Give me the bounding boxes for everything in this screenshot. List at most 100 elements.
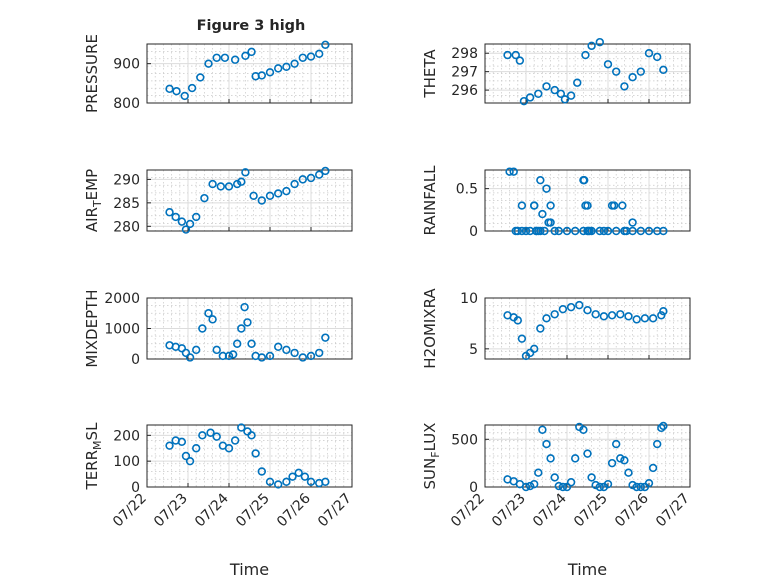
data-point (240, 302, 249, 312)
data-point (315, 49, 324, 59)
data-point (652, 52, 662, 62)
axes-box (146, 297, 353, 360)
data-point (554, 226, 563, 236)
data-point (517, 201, 527, 210)
data-point (529, 479, 539, 489)
y-axis-label: PRESSURE (83, 34, 101, 113)
y-tick-label: 297 (451, 65, 478, 81)
axes-box (146, 424, 353, 488)
data-point (628, 480, 637, 490)
data-point (185, 219, 195, 229)
data-point (558, 304, 568, 314)
data-point (587, 473, 596, 482)
x-tick-label: 07/27 (653, 491, 693, 531)
data-point (644, 478, 654, 488)
data-point (237, 423, 246, 432)
x-tick-label: 07/22 (448, 491, 488, 531)
data-point (165, 441, 174, 450)
data-point (306, 477, 316, 487)
x-tick-label: 07/23 (489, 491, 529, 531)
data-point (315, 170, 324, 179)
x-tick-label: 07/25 (233, 491, 273, 531)
data-point (595, 482, 604, 492)
data-point (644, 226, 654, 236)
data-point (212, 345, 221, 355)
data-point (321, 333, 330, 342)
data-point (257, 467, 266, 476)
y-tick-label: 900 (113, 57, 140, 73)
data-point (180, 91, 189, 101)
data-point (274, 64, 283, 73)
axes-box (146, 43, 353, 104)
data-point (515, 56, 525, 65)
data-point (562, 226, 572, 236)
data-point (265, 68, 275, 77)
data-point (550, 226, 559, 236)
data-point (257, 71, 266, 80)
data-point (265, 477, 275, 487)
data-point (306, 351, 316, 361)
data-point (538, 425, 547, 434)
data-point (611, 439, 621, 449)
data-point (550, 473, 559, 482)
x-tick-label: 07/25 (571, 491, 611, 531)
data-point (636, 67, 645, 76)
y-axis-label: TERRMSL (83, 422, 104, 491)
data-point (290, 59, 299, 68)
data-point (648, 463, 658, 473)
data-point (536, 324, 545, 333)
y-axis-label: H2OMIXRA (421, 288, 439, 369)
data-point (274, 189, 283, 198)
data-point (243, 318, 252, 327)
data-point (298, 175, 307, 184)
data-point (274, 480, 283, 489)
x-axis-label: Time (229, 560, 269, 579)
data-point (542, 82, 551, 91)
data-point (505, 167, 514, 176)
data-point (616, 454, 625, 463)
data-point (595, 226, 604, 236)
x-tick-label: 07/23 (151, 491, 191, 531)
data-point (290, 348, 299, 358)
data-point (321, 166, 330, 176)
x-tick-label: 07/24 (192, 490, 232, 530)
data-point (265, 351, 275, 361)
axes-box (484, 43, 691, 104)
data-point (603, 60, 613, 69)
data-point (585, 226, 594, 236)
data-point (542, 439, 551, 449)
data-point (599, 226, 609, 236)
data-point (607, 311, 617, 320)
y-tick-label: 200 (113, 428, 140, 444)
data-point (562, 482, 572, 492)
data-point (620, 82, 629, 91)
data-point (550, 85, 559, 95)
data-point (538, 209, 547, 219)
data-point (556, 89, 566, 98)
data-point (659, 226, 668, 236)
data-point (298, 53, 307, 62)
x-tick-label: 07/26 (612, 490, 652, 530)
x-tick-label: 07/22 (110, 491, 150, 531)
data-point (566, 478, 576, 487)
data-point (534, 89, 543, 98)
y-tick-label: 10 (460, 291, 478, 307)
y-axis-label: RAINFALL (421, 165, 439, 236)
data-point (208, 179, 217, 189)
data-point (525, 481, 535, 491)
data-point (181, 348, 191, 358)
panel-theta: 296 297 298 THETA (421, 37, 691, 106)
data-point (192, 212, 201, 222)
data-point (237, 177, 246, 186)
data-point (251, 449, 260, 458)
data-point (546, 201, 555, 210)
data-point (192, 444, 201, 453)
data-point (550, 310, 559, 319)
y-axis-label: SUNFLUX (421, 423, 442, 490)
data-point (321, 477, 330, 487)
data-point (632, 315, 641, 324)
data-point (172, 86, 181, 96)
data-point (249, 191, 258, 201)
data-point (611, 67, 621, 76)
